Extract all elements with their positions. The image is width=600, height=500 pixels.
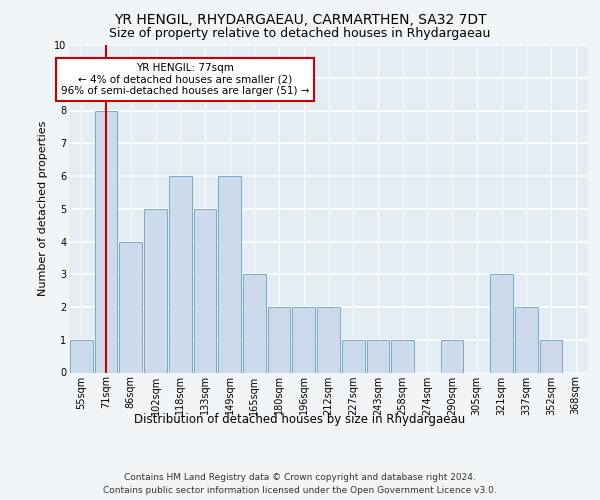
- Bar: [539, 340, 562, 372]
- Bar: [70, 340, 93, 372]
- Text: Distribution of detached houses by size in Rhydargaeau: Distribution of detached houses by size …: [134, 412, 466, 426]
- Bar: [367, 340, 389, 372]
- Bar: [490, 274, 513, 372]
- Text: Contains HM Land Registry data © Crown copyright and database right 2024.
Contai: Contains HM Land Registry data © Crown c…: [103, 472, 497, 494]
- Bar: [243, 274, 266, 372]
- Bar: [119, 242, 142, 372]
- Bar: [292, 307, 315, 372]
- Bar: [144, 209, 167, 372]
- Text: Size of property relative to detached houses in Rhydargaeau: Size of property relative to detached ho…: [109, 28, 491, 40]
- Bar: [441, 340, 463, 372]
- Bar: [194, 209, 216, 372]
- Bar: [169, 176, 191, 372]
- Bar: [95, 110, 118, 372]
- Bar: [218, 176, 241, 372]
- Y-axis label: Number of detached properties: Number of detached properties: [38, 121, 49, 296]
- Bar: [268, 307, 290, 372]
- Text: YR HENGIL: 77sqm
← 4% of detached houses are smaller (2)
96% of semi-detached ho: YR HENGIL: 77sqm ← 4% of detached houses…: [61, 63, 310, 96]
- Bar: [515, 307, 538, 372]
- Bar: [342, 340, 365, 372]
- Bar: [317, 307, 340, 372]
- Bar: [391, 340, 414, 372]
- Text: YR HENGIL, RHYDARGAEAU, CARMARTHEN, SA32 7DT: YR HENGIL, RHYDARGAEAU, CARMARTHEN, SA32…: [113, 12, 487, 26]
